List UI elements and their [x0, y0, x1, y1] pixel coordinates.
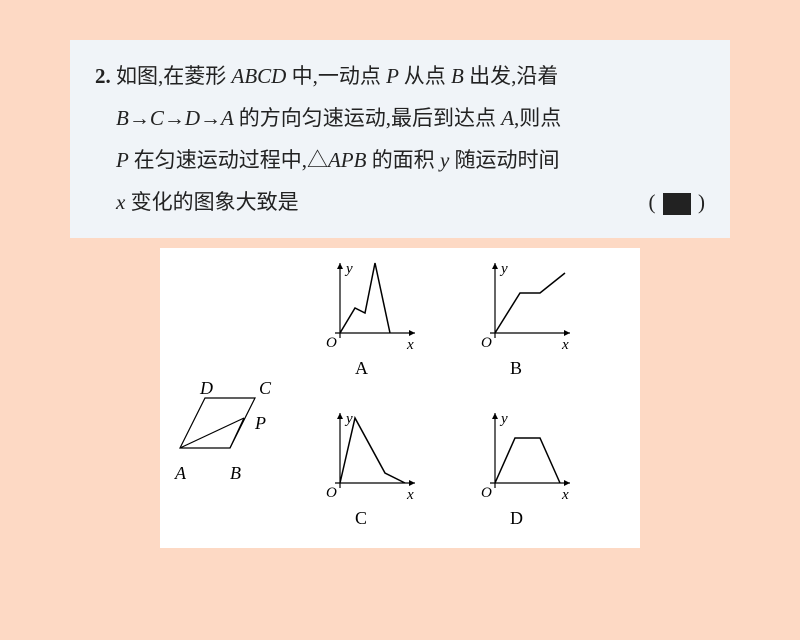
var-y: y — [435, 148, 455, 172]
paren-open: ( — [649, 190, 656, 214]
svg-text:y: y — [499, 411, 508, 427]
svg-text:O: O — [481, 485, 492, 501]
label-B: B — [230, 463, 241, 484]
chart-b: y x O — [470, 253, 580, 353]
point-a: A — [496, 106, 514, 130]
rhombus-abcd: ABCD — [226, 64, 291, 88]
text: 的方向匀速运动,最后到达点 — [239, 106, 496, 130]
text: ,则点 — [514, 106, 561, 130]
label-D: D — [200, 378, 213, 399]
svg-text:O: O — [481, 335, 492, 351]
chart-d: y x O — [470, 403, 580, 503]
text: 从点 — [404, 64, 446, 88]
point-p: P — [381, 64, 404, 88]
chart-a: y x O — [315, 253, 425, 353]
option-label-C: C — [355, 508, 367, 529]
svg-text:y: y — [344, 411, 353, 427]
option-label-A: A — [355, 358, 368, 379]
svg-text:x: x — [406, 337, 414, 353]
text: 如图,在菱形 — [116, 64, 226, 88]
text: 在匀速运动过程中,△ — [134, 148, 328, 172]
point-p2: P — [116, 148, 134, 172]
question-number: 2. — [95, 64, 111, 88]
path-bcda: B→C→D→A — [116, 106, 239, 130]
svg-text:O: O — [326, 485, 337, 501]
svg-text:O: O — [326, 335, 337, 351]
triangle-apb: APB — [328, 148, 372, 172]
text: 中,一动点 — [292, 64, 381, 88]
var-x: x — [116, 190, 131, 214]
label-C: C — [259, 378, 271, 399]
svg-text:y: y — [499, 261, 508, 277]
label-P: P — [255, 413, 266, 434]
text: 变化的图象大致是 — [131, 190, 299, 214]
question-text: 2. 如图,在菱形 ABCD 中,一动点 P 从点 B 出发,沿着 B→C→D→… — [70, 40, 730, 238]
point-b: B — [446, 64, 469, 88]
chart-c: y x O — [315, 403, 425, 503]
text: 出发,沿着 — [469, 64, 558, 88]
svg-text:x: x — [406, 487, 414, 503]
svg-text:x: x — [561, 487, 569, 503]
answer-blank[interactable] — [663, 193, 691, 215]
paren-close: ) — [698, 190, 705, 214]
svg-text:y: y — [344, 261, 353, 277]
text: 随运动时间 — [455, 148, 560, 172]
text: 的面积 — [372, 148, 435, 172]
figure-area: A B C D P y x O A y x O B y x O C y x O D — [160, 248, 640, 548]
label-A: A — [175, 463, 186, 484]
option-label-D: D — [510, 508, 523, 529]
svg-text:x: x — [561, 337, 569, 353]
option-label-B: B — [510, 358, 522, 379]
